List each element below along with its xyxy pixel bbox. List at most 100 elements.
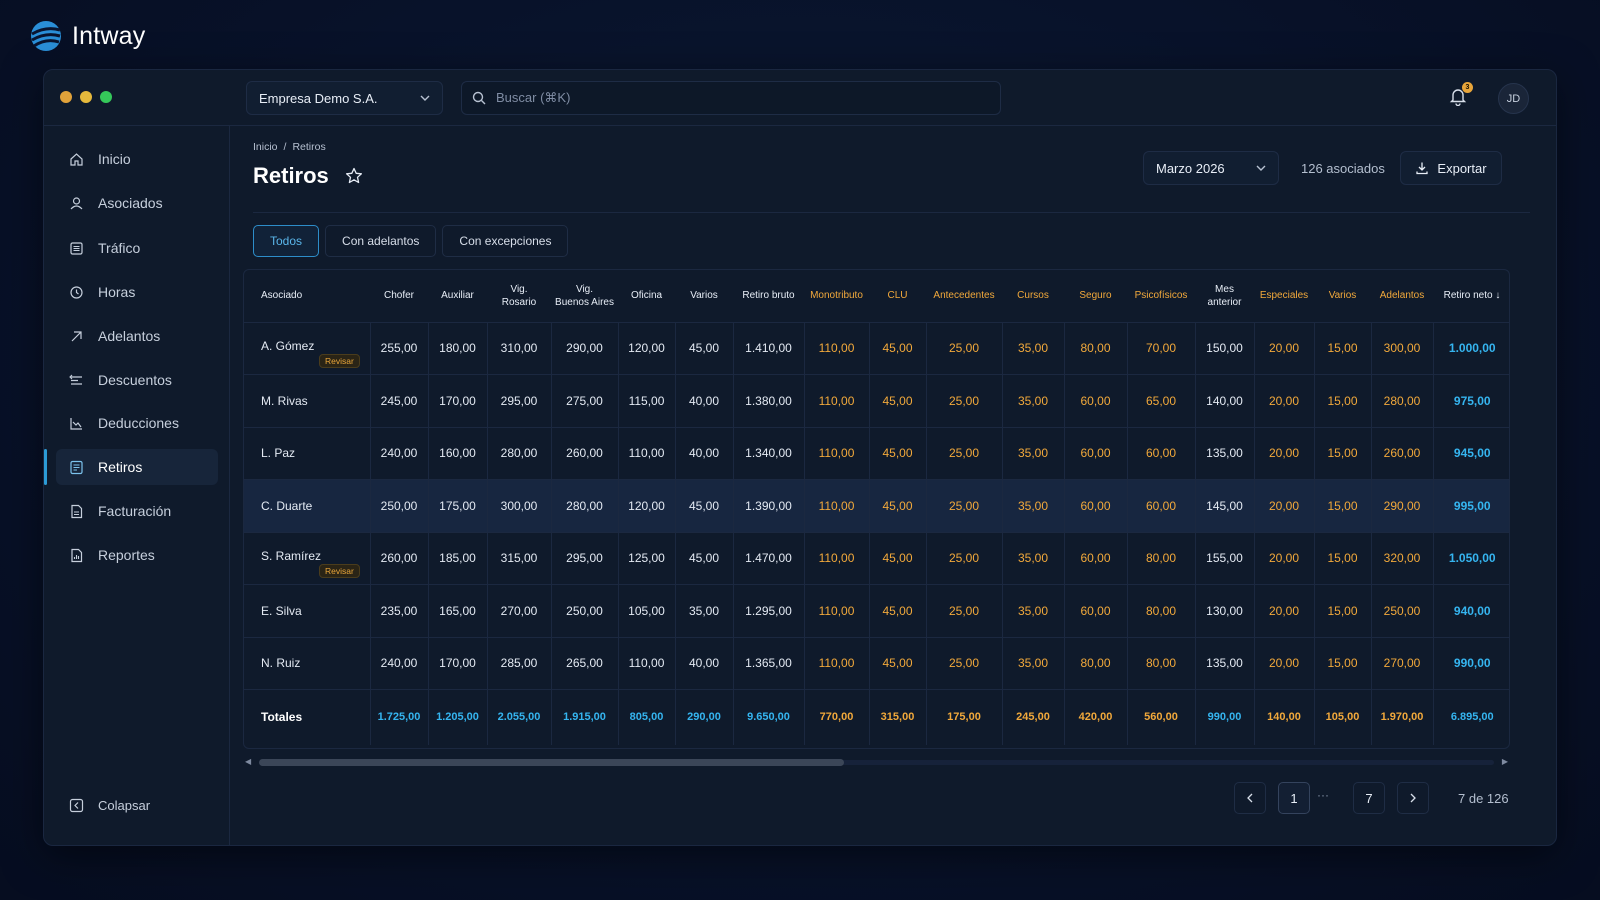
review-badge[interactable]: Revisar	[319, 563, 360, 578]
column-header[interactable]: Adelantos	[1371, 270, 1433, 323]
page-7-button[interactable]: 7	[1353, 782, 1385, 814]
next-page-button[interactable]	[1397, 782, 1429, 814]
prev-page-button[interactable]	[1234, 782, 1266, 814]
tab-con-adelantos[interactable]: Con adelantos	[325, 225, 437, 257]
filter-tabs: Todos Con adelantos Con excepciones	[253, 225, 569, 257]
export-button[interactable]: Exportar	[1400, 151, 1502, 185]
table-row[interactable]: A. Gómez Revisar 255,00 180,00 310,00 290,00 1…	[244, 322, 1509, 375]
sidebar-item-facturacion[interactable]: Facturación	[56, 493, 218, 529]
table-cell: 45,00	[868, 374, 926, 428]
totals-row: Totales 1.725,00 1.205,00 2.055,00 1.915,00 8…	[244, 689, 1509, 745]
month-selector[interactable]: Marzo 2026	[1143, 151, 1279, 185]
search-input[interactable]: Buscar (⌘K)	[461, 81, 1001, 115]
totals-cell: 245,00	[1001, 689, 1064, 745]
associate-name: E. Silva	[261, 603, 302, 618]
column-header[interactable]: Antecedentes	[926, 270, 1002, 323]
table-cell: 275,00	[550, 374, 618, 428]
associate-cell[interactable]: A. Gómez Revisar	[244, 322, 370, 375]
star-icon[interactable]	[345, 167, 363, 185]
table-row[interactable]: L. Paz 240,00 160,00 280,00 260,00 110,00 40,0…	[244, 427, 1509, 480]
company-label: Empresa Demo S.A.	[259, 90, 378, 106]
table-row[interactable]: S. Ramírez Revisar 260,00 185,00 315,00 295,0…	[244, 532, 1509, 585]
traffic-icon	[68, 240, 84, 256]
column-header[interactable]: Vig. Rosario	[487, 270, 551, 323]
sort-desc-icon[interactable]: ↓	[1492, 290, 1501, 302]
sidebar-item-horas[interactable]: Horas	[56, 274, 218, 310]
table-cell: 35,00	[674, 584, 733, 638]
table-row[interactable]: N. Ruiz 240,00 170,00 285,00 265,00 110,00 40,…	[244, 637, 1509, 690]
table-cell: 45,00	[868, 584, 926, 638]
column-header[interactable]: Varios	[675, 270, 733, 323]
chevron-down-icon	[420, 95, 430, 101]
associate-cell[interactable]: C. Duarte	[244, 479, 370, 533]
table-row[interactable]: C. Duarte 250,00 175,00 300,00 280,00 120,00 4…	[244, 479, 1509, 533]
associate-cell[interactable]: E. Silva	[244, 584, 370, 638]
scroll-thumb[interactable]	[259, 759, 844, 766]
totals-cell: 1.915,00	[550, 689, 618, 745]
company-selector[interactable]: Empresa Demo S.A.	[246, 81, 443, 115]
table-cell: 35,00	[1001, 322, 1064, 375]
column-header[interactable]: Monotributo	[804, 270, 869, 323]
horizontal-scrollbar[interactable]: ◀ ▶	[243, 757, 1510, 767]
column-header[interactable]: Chofer	[370, 270, 428, 323]
page-1-button[interactable]: 1	[1278, 782, 1310, 814]
table-row[interactable]: M. Rivas 245,00 170,00 295,00 275,00 115,00 40…	[244, 374, 1509, 428]
sidebar-item-retiros[interactable]: Retiros	[56, 449, 218, 485]
column-header[interactable]: Psicofísicos	[1127, 270, 1195, 323]
page-title-row: Retiros	[253, 163, 363, 189]
maximize-dot[interactable]	[100, 91, 112, 103]
sidebar-item-adelantos[interactable]: Adelantos	[56, 318, 218, 354]
notifications-button[interactable]: 3	[1448, 82, 1473, 110]
associate-cell[interactable]: M. Rivas	[244, 374, 370, 428]
minimize-dot[interactable]	[80, 91, 92, 103]
avatar[interactable]: JD	[1498, 83, 1529, 114]
associate-cell[interactable]: S. Ramírez Revisar	[244, 532, 370, 585]
tab-todos[interactable]: Todos	[253, 225, 320, 257]
sidebar-item-descuentos[interactable]: Descuentos	[56, 362, 218, 398]
column-header[interactable]: Especiales	[1254, 270, 1314, 323]
table-cell: 20,00	[1253, 637, 1314, 690]
table-cell: 110,00	[617, 637, 675, 690]
table-row[interactable]: E. Silva 235,00 165,00 270,00 250,00 105,00 35…	[244, 584, 1509, 638]
column-header[interactable]: Varios	[1314, 270, 1371, 323]
table-cell: 60,00	[1063, 374, 1127, 428]
table-cell: 45,00	[868, 427, 926, 480]
table-cell: 110,00	[803, 479, 869, 533]
table-cell: 295,00	[486, 374, 551, 428]
column-header[interactable]: Asociado	[244, 270, 370, 323]
table-cell: 15,00	[1313, 532, 1371, 585]
collapse-button[interactable]: Colapsar	[68, 797, 150, 813]
column-header[interactable]: Retiro neto ↓	[1433, 270, 1509, 323]
table-cell: 80,00	[1063, 637, 1127, 690]
discount-icon	[68, 372, 84, 388]
sidebar-item-trafico[interactable]: Tráfico	[56, 230, 218, 266]
sidebar-item-reportes[interactable]: Reportes	[56, 537, 218, 573]
close-dot[interactable]	[60, 91, 72, 103]
column-header[interactable]: Mes anterior	[1195, 270, 1254, 323]
scroll-right-arrow[interactable]: ▶	[1501, 757, 1508, 766]
breadcrumb-inicio[interactable]: Inicio	[253, 141, 278, 153]
table-cell: 20,00	[1253, 584, 1314, 638]
column-header[interactable]: Oficina	[618, 270, 675, 323]
column-header[interactable]: Retiro bruto	[733, 270, 804, 323]
column-header[interactable]: Vig. Buenos Aires	[551, 270, 618, 323]
sidebar-item-asociados[interactable]: Asociados	[56, 185, 218, 221]
clock-icon	[68, 284, 84, 300]
column-header[interactable]: Auxiliar	[428, 270, 487, 323]
column-header[interactable]: Cursos	[1002, 270, 1064, 323]
receipt-icon	[68, 459, 84, 475]
table-cell: 70,00	[1126, 322, 1195, 375]
sidebar-item-inicio[interactable]: Inicio	[56, 141, 218, 177]
associate-cell[interactable]: L. Paz	[244, 427, 370, 480]
associate-name: A. Gómez	[261, 338, 315, 353]
column-header[interactable]: CLU	[869, 270, 926, 323]
scroll-left-arrow[interactable]: ◀	[245, 757, 252, 766]
review-badge[interactable]: Revisar	[319, 353, 360, 368]
sidebar-item-deducciones[interactable]: Deducciones	[56, 405, 218, 441]
table-cell: 975,00	[1432, 374, 1509, 428]
tab-con-excepciones[interactable]: Con excepciones	[442, 225, 569, 257]
column-header[interactable]: Seguro	[1064, 270, 1127, 323]
associates-count: 126 asociados	[1301, 161, 1385, 176]
associate-cell[interactable]: N. Ruiz	[244, 637, 370, 690]
search-icon	[472, 91, 486, 105]
